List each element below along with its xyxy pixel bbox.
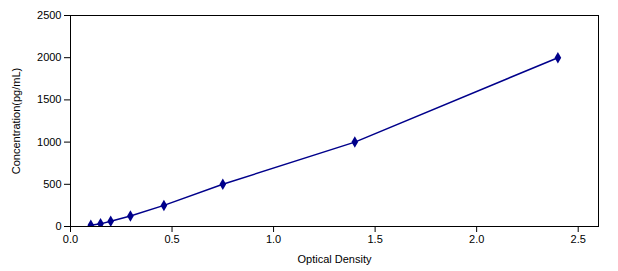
- svg-text:0.5: 0.5: [164, 233, 179, 245]
- svg-text:2000: 2000: [37, 51, 61, 63]
- svg-text:1500: 1500: [37, 93, 61, 105]
- svg-text:Optical Density: Optical Density: [298, 253, 372, 265]
- svg-text:0: 0: [55, 220, 61, 232]
- svg-text:2.5: 2.5: [571, 233, 586, 245]
- svg-text:2500: 2500: [37, 9, 61, 21]
- svg-text:0.0: 0.0: [63, 233, 78, 245]
- svg-text:1.5: 1.5: [367, 233, 382, 245]
- svg-text:1.0: 1.0: [266, 233, 281, 245]
- svg-text:1000: 1000: [37, 136, 61, 148]
- svg-text:2.0: 2.0: [469, 233, 484, 245]
- svg-text:Concentration(pg/mL): Concentration(pg/mL): [10, 68, 22, 174]
- svg-text:500: 500: [43, 178, 61, 190]
